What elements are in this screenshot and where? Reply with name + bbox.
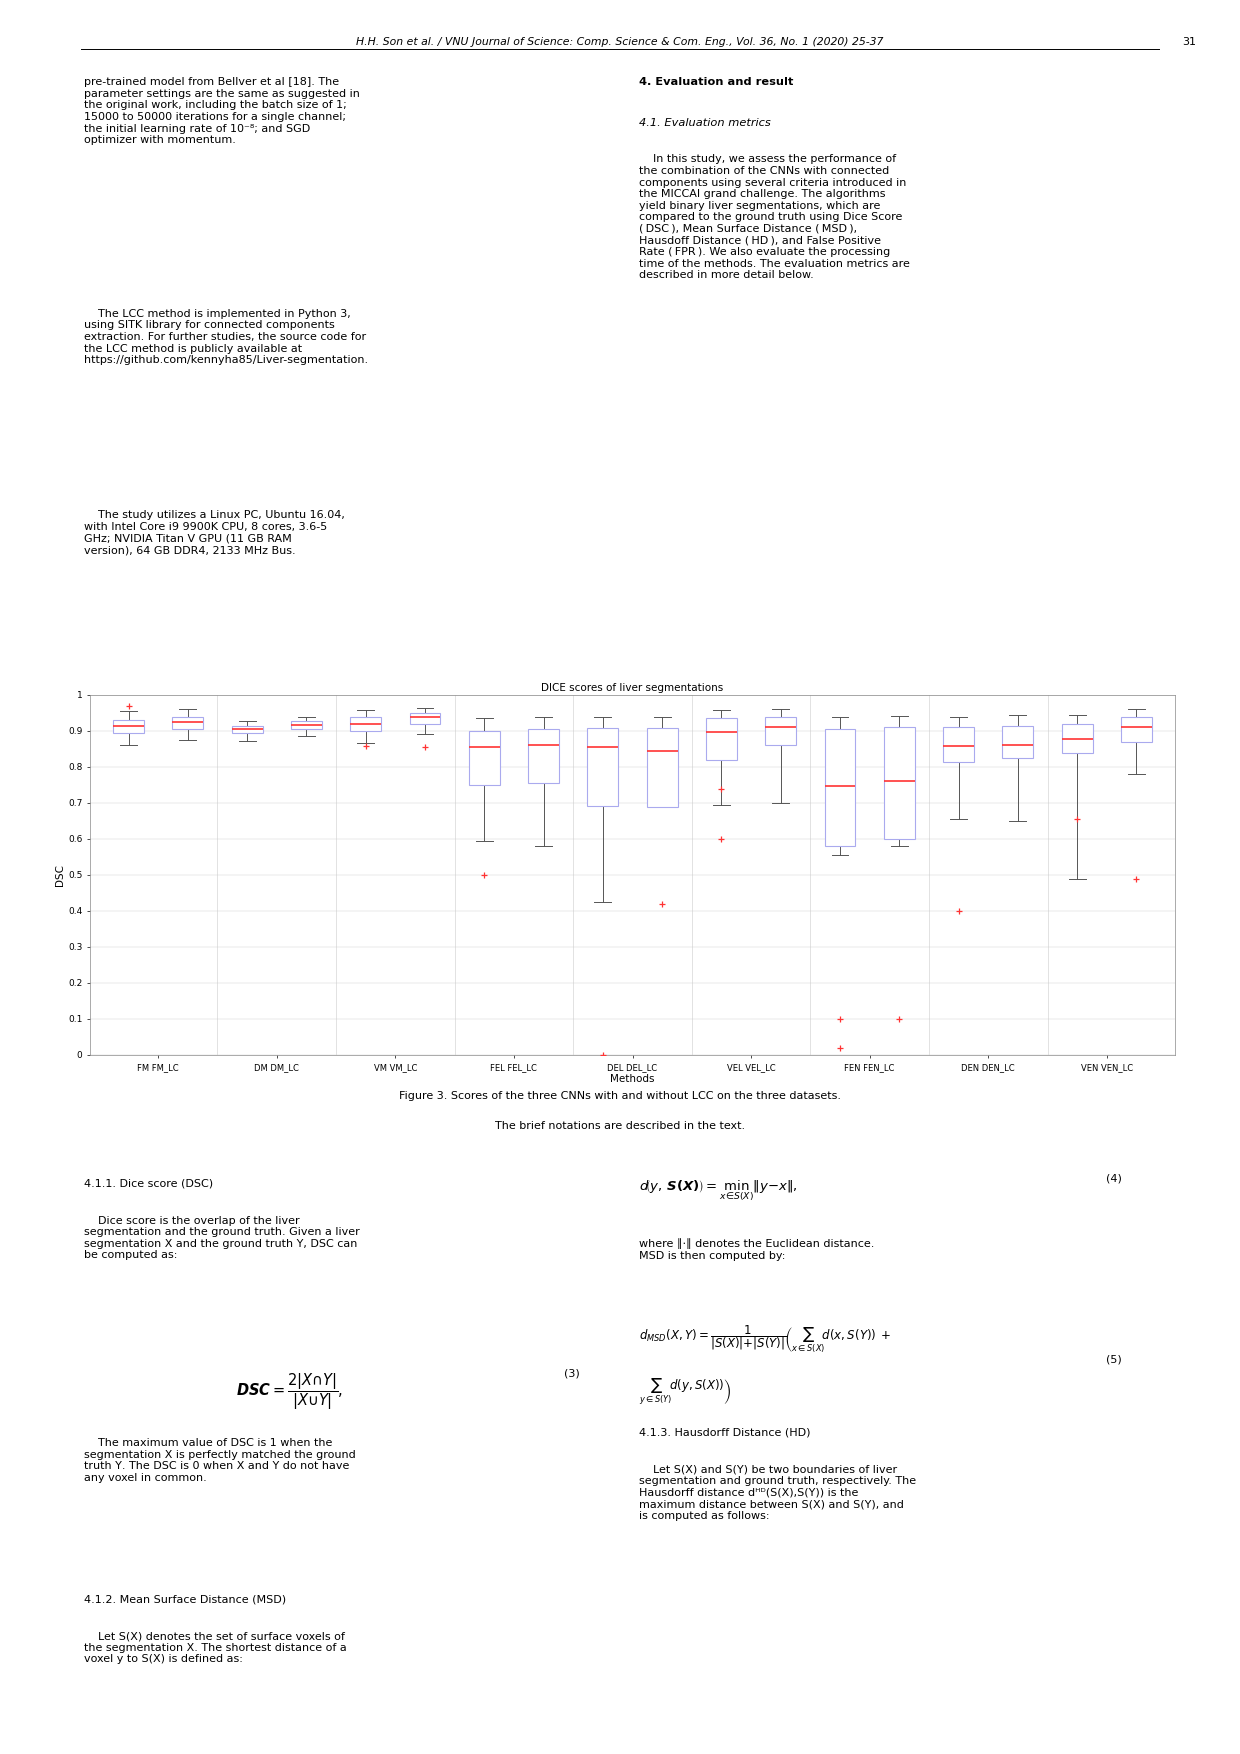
X-axis label: Methods: Methods [610,1075,655,1084]
Bar [469,731,500,786]
Bar [1121,717,1152,742]
Text: (4): (4) [1106,1173,1122,1184]
Text: Figure 3. Scores of the three CNNs with and without LCC on the three datasets.: Figure 3. Scores of the three CNNs with … [399,1091,841,1102]
Text: pre-trained model from Bellver et al [18]. The
parameter settings are the same a: pre-trained model from Bellver et al [18… [84,77,360,146]
Bar [944,728,973,761]
Text: 4.1.2. Mean Surface Distance (MSD): 4.1.2. Mean Surface Distance (MSD) [84,1594,286,1605]
Y-axis label: DSC: DSC [56,865,66,886]
Bar [765,717,796,745]
Bar [232,726,263,733]
Bar [706,719,737,759]
Text: 31: 31 [1183,37,1197,47]
Text: Dice score is the overlap of the liver
segmentation and the ground truth. Given : Dice score is the overlap of the liver s… [84,1216,360,1261]
Text: Let ​S(X)​ denotes the set of surface voxels of
the segmentation ​X​. The shorte: Let ​S(X)​ denotes the set of surface vo… [84,1631,347,1665]
Text: $d\!\left(y,\,\boldsymbol{S(X)}\right)=\min_{x\in S(X)}\|y-x\|,$: $d\!\left(y,\,\boldsymbol{S(X)}\right)=\… [639,1179,797,1203]
Text: where ∥⋅∥ denotes the Euclidean distance.
​MSD​ is then computed by:: where ∥⋅∥ denotes the Euclidean distance… [639,1238,874,1261]
Bar [350,717,381,731]
Text: The maximum value of ​DSC​ is 1 when the
segmentation ​X​ is perfectly matched t: The maximum value of ​DSC​ is 1 when the… [84,1438,356,1484]
Bar [1002,726,1033,758]
Text: $d_{\mathit{MSD}}(X,Y)=\dfrac{1}{|S(X)|{+}|S(Y)|}$$\!\left(\sum_{x\in S(X)}\!d(x: $d_{\mathit{MSD}}(X,Y)=\dfrac{1}{|S(X)|{… [639,1323,892,1354]
Title: DICE scores of liver segmentations: DICE scores of liver segmentations [542,682,724,693]
Bar [409,712,440,724]
Text: $\left.\sum_{y\in S(Y)}\!d(y,S(X))\right)$: $\left.\sum_{y\in S(Y)}\!d(y,S(X))\right… [639,1377,730,1407]
Bar [825,730,856,845]
Text: H.H. Son et al. / VNU Journal of Science: Comp. Science & Com. Eng., Vol. 36, No: H.H. Son et al. / VNU Journal of Science… [356,37,884,47]
Text: The study utilizes a Linux PC, Ubuntu 16.04,
with Intel Core i9 9900K CPU, 8 cor: The study utilizes a Linux PC, Ubuntu 16… [84,510,345,556]
Text: 4.1.3. Hausdorff Distance (HD): 4.1.3. Hausdorff Distance (HD) [639,1428,810,1438]
Bar [113,721,144,733]
Bar [172,717,203,730]
Bar [647,728,677,807]
Bar [884,728,915,838]
Bar [528,730,559,784]
Text: The LCC method is implemented in Python 3,
using SITK library for connected comp: The LCC method is implemented in Python … [84,309,368,365]
Text: Let ​S(X)​ and ​S(Y)​ be two boundaries of liver
segmentation and ground truth, : Let ​S(X)​ and ​S(Y)​ be two boundaries … [639,1465,915,1521]
Bar [1061,724,1092,752]
Text: 4. Evaluation and result: 4. Evaluation and result [639,77,792,88]
Text: 4.1.1. Dice score (DSC): 4.1.1. Dice score (DSC) [84,1179,213,1189]
Bar [291,721,322,730]
Bar [588,728,619,805]
Text: The brief notations are described in the text.: The brief notations are described in the… [495,1121,745,1131]
Text: (3): (3) [564,1368,580,1379]
Text: In this study, we assess the performance of
the combination of the CNNs with con: In this study, we assess the performance… [639,154,909,281]
Text: 4.1. Evaluation metrics: 4.1. Evaluation metrics [639,118,770,128]
Text: (5): (5) [1106,1354,1122,1365]
Text: $\boldsymbol{DSC} = \dfrac{2|X{\cap}Y|}{|X{\cup}Y|},$: $\boldsymbol{DSC} = \dfrac{2|X{\cap}Y|}{… [236,1372,342,1412]
